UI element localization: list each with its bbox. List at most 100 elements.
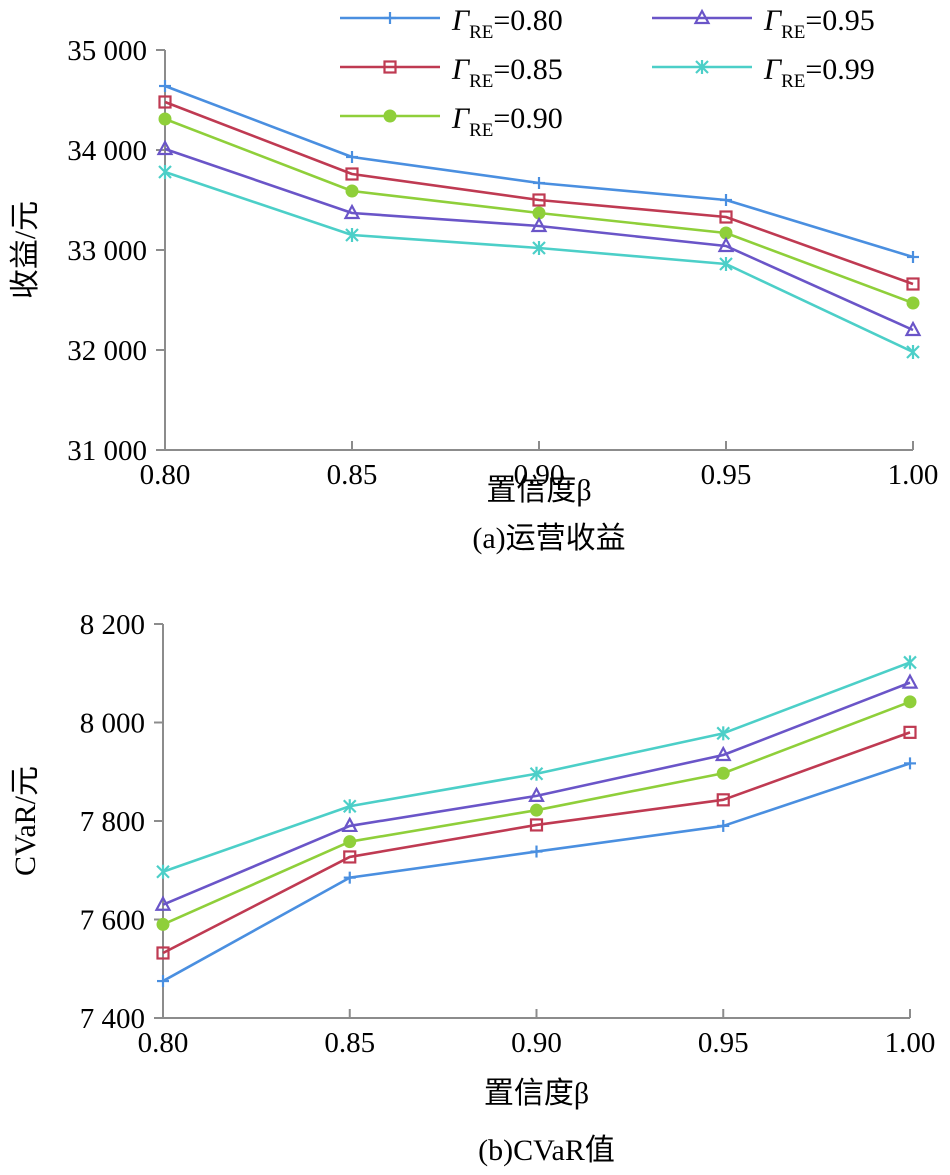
series-s085 — [158, 95, 920, 291]
series-line-s095 — [162, 681, 911, 906]
data-point — [906, 345, 920, 359]
series-s095 — [156, 139, 922, 337]
series-s080 — [157, 757, 916, 988]
data-point — [719, 257, 733, 271]
y-tick-label: 7 400 — [80, 1003, 145, 1035]
chart-caption: (a)运营收益 — [472, 522, 625, 555]
y-tick-label: 8 000 — [80, 708, 145, 740]
data-point — [906, 296, 920, 310]
x-tick-label: 0.95 — [701, 459, 752, 491]
series-s099 — [156, 655, 917, 879]
data-point — [532, 193, 546, 207]
data-point — [343, 203, 361, 220]
x-axis-label: 置信度β — [484, 1077, 589, 1110]
data-point — [901, 673, 919, 689]
y-tick-label: 8 200 — [80, 609, 145, 641]
data-point — [904, 757, 916, 770]
y-tick-label: 7 800 — [80, 806, 145, 838]
chart-b-cvar: 7 400 7 600 7 800 8 000 8 200 0.80 0.85 0.90 0.9… — [9, 609, 935, 1167]
data-point — [156, 917, 170, 931]
legend-marker-circle — [383, 109, 397, 123]
data-point — [903, 725, 917, 739]
series-s090 — [158, 112, 920, 310]
series-s080 — [159, 80, 919, 263]
x-tick-label: 1.00 — [888, 459, 939, 491]
y-axis-label: 收益/元 — [9, 201, 42, 299]
series-line-s095 — [164, 147, 914, 332]
y-axis-label: CVaR/元 — [9, 766, 42, 876]
legend-marker-star — [695, 60, 709, 74]
data-point — [903, 655, 917, 670]
data-point — [717, 236, 735, 253]
data-point — [158, 165, 172, 179]
x-tick-label: 0.90 — [511, 1027, 562, 1059]
series-s095 — [154, 673, 919, 911]
data-point — [345, 167, 359, 181]
chart-caption: (b)CVaR值 — [478, 1134, 615, 1167]
data-point — [345, 228, 359, 242]
data-point — [720, 194, 732, 206]
data-point — [154, 895, 172, 911]
series-line-s085 — [162, 731, 911, 955]
legend-label: ΓRE=0.99 — [763, 53, 875, 92]
data-point — [528, 786, 545, 802]
data-point — [716, 726, 731, 741]
data-point — [159, 80, 171, 92]
legend-item-s095: ΓRE=0.95 — [652, 4, 875, 43]
legend-label: ΓRE=0.80 — [451, 4, 563, 43]
data-point — [903, 695, 917, 709]
legend-item-s099: ΓRE=0.99 — [652, 53, 875, 92]
series-line-s085 — [164, 100, 914, 286]
data-point — [907, 251, 919, 263]
data-point — [716, 766, 730, 780]
data-point — [904, 320, 922, 337]
data-point — [346, 151, 358, 163]
x-tick-label: 0.80 — [138, 1027, 189, 1059]
legend-label: ΓRE=0.90 — [451, 102, 563, 141]
data-point — [156, 139, 174, 156]
data-point — [529, 766, 544, 781]
y-tick-label: 35 000 — [67, 35, 147, 67]
data-point — [343, 835, 357, 849]
series-s099 — [158, 165, 920, 359]
legend-label: ΓRE=0.85 — [451, 53, 563, 92]
x-tick-label: 0.95 — [698, 1027, 749, 1059]
x-tick-label: 0.80 — [140, 459, 191, 491]
x-tick-label: 0.90 — [514, 459, 565, 491]
data-point — [343, 871, 356, 884]
legend-marker-square — [383, 60, 397, 74]
data-point — [906, 277, 920, 291]
data-point — [532, 241, 546, 255]
chart-a-revenue: 31 000 32 000 33 000 34 000 35 000 0.80 0.85 0.… — [9, 35, 938, 555]
legend-label: ΓRE=0.95 — [763, 4, 875, 43]
data-point — [342, 799, 357, 814]
legend-marker-triangle — [693, 8, 711, 25]
data-point — [156, 864, 170, 879]
data-point — [530, 803, 543, 817]
data-point — [156, 946, 170, 960]
legend-marker-plus — [384, 12, 396, 24]
y-tick-label: 7 600 — [80, 905, 145, 937]
legend-item-s085: ΓRE=0.85 — [340, 53, 563, 92]
x-tick-label: 0.85 — [324, 1027, 375, 1059]
legend-item-s090: ΓRE=0.90 — [340, 102, 563, 141]
y-tick-label: 32 000 — [67, 335, 147, 367]
x-tick-label: 0.85 — [327, 459, 378, 491]
data-point — [345, 184, 359, 198]
data-point — [158, 112, 172, 126]
y-tick-label: 34 000 — [67, 135, 147, 167]
legend-item-s080: ΓRE=0.80 — [340, 4, 563, 43]
y-tick-label: 33 000 — [67, 235, 147, 267]
data-point — [717, 819, 730, 832]
x-axis-label: 置信度β — [486, 474, 591, 507]
series-s090 — [156, 695, 917, 931]
data-point — [530, 216, 548, 233]
data-point — [716, 793, 730, 807]
data-point — [714, 745, 732, 762]
data-point — [158, 95, 172, 109]
series-s085 — [156, 725, 917, 960]
data-point — [530, 845, 543, 858]
data-point — [343, 850, 357, 864]
data-point — [719, 210, 733, 224]
